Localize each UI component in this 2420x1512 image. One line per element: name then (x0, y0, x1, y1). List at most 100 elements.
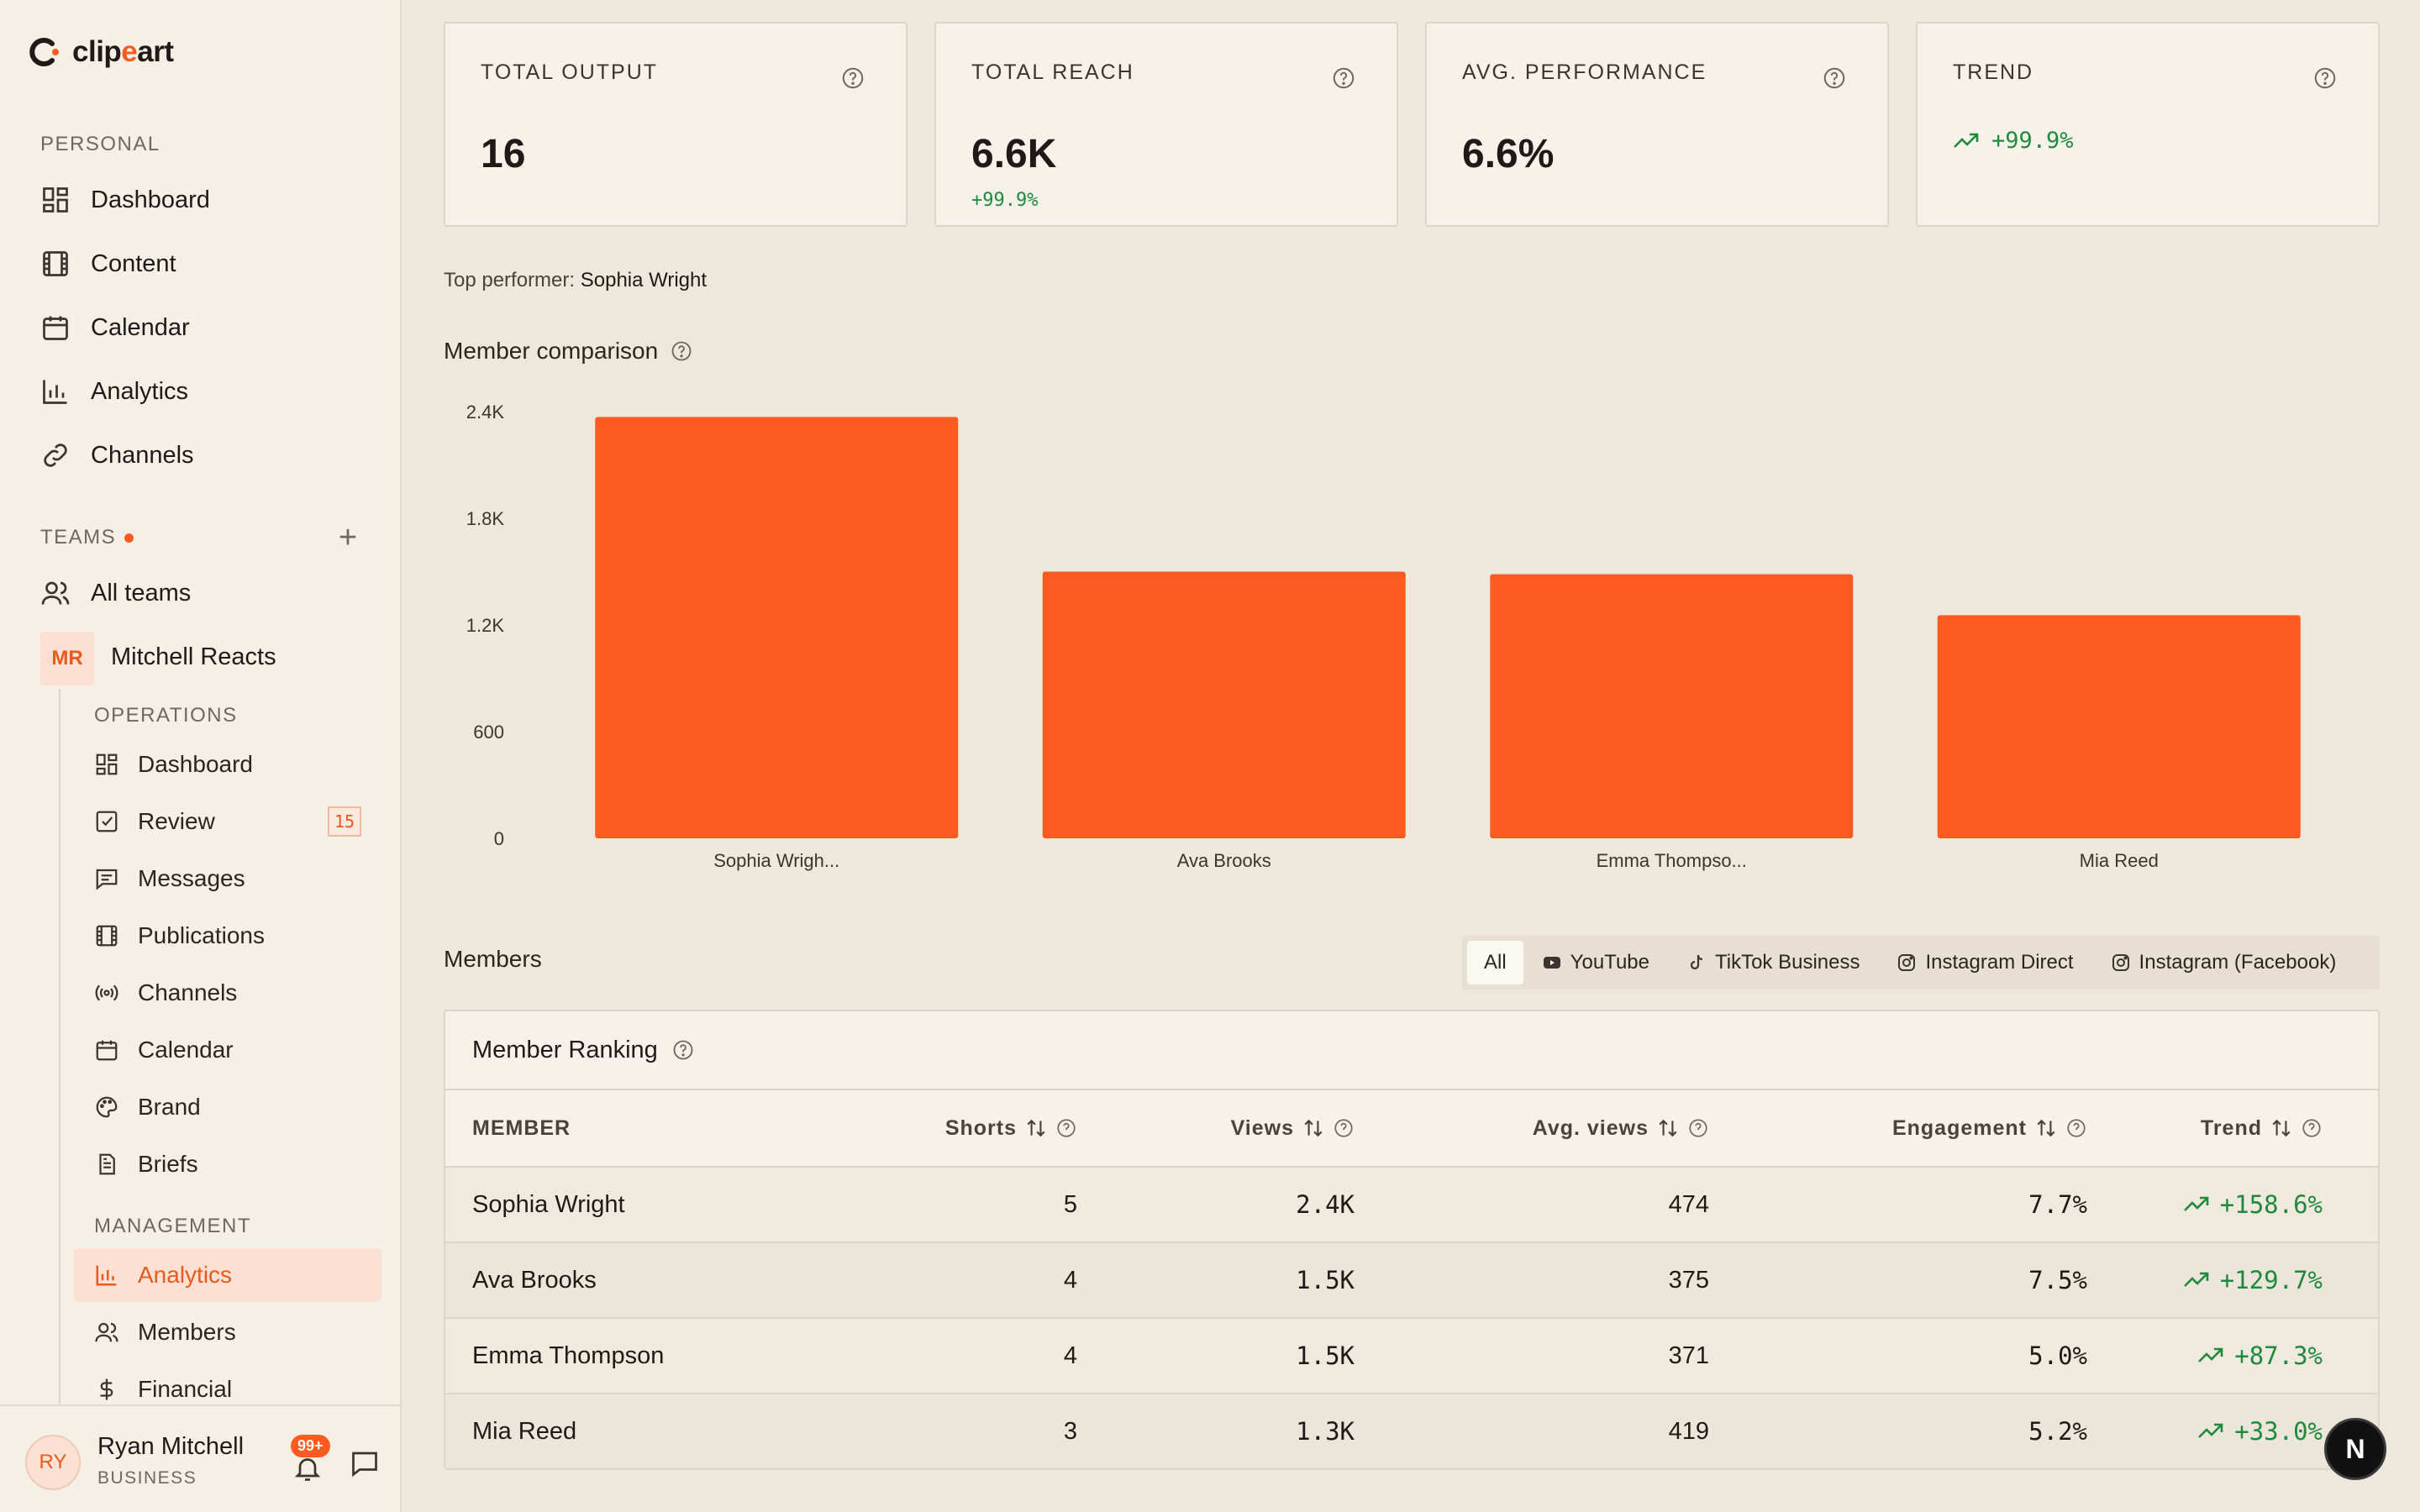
broadcast-icon (95, 984, 118, 1001)
user-plan: BUSINESS (97, 1468, 197, 1488)
filter-tiktok-business[interactable]: TikTok Business (1668, 941, 1879, 984)
help-icon[interactable] (1687, 1117, 1709, 1139)
x-tick-label: Mia Reed (2080, 850, 2159, 871)
cell-member: Mia Reed (472, 1417, 577, 1445)
cell-trend: +129.7% (2087, 1266, 2356, 1295)
personal-section-label: PERSONAL (40, 133, 160, 155)
ops-review-label: Review (138, 808, 215, 834)
filter-youtube[interactable]: YouTube (1523, 941, 1668, 984)
table-row[interactable]: Ava Brooks 4 1.5K 375 7.5% +129.7% (445, 1243, 2378, 1319)
floating-action-button[interactable]: N (2324, 1418, 2386, 1480)
cell-engagement: 7.5% (2028, 1266, 2087, 1294)
cell-trend: +87.3% (2087, 1341, 2356, 1371)
cell-engagement: 5.2% (2028, 1417, 2087, 1446)
col-engagement[interactable]: Engagement (1709, 1116, 2087, 1141)
bell-icon[interactable] (292, 1453, 323, 1483)
ops-brand-label: Brand (138, 1094, 201, 1120)
col-member[interactable]: MEMBER (472, 1116, 571, 1140)
col-shorts[interactable]: Shorts (882, 1116, 1077, 1141)
ops-dashboard[interactable]: Dashboard (94, 743, 253, 786)
ops-briefs-label: Briefs (138, 1151, 198, 1177)
mgmt-financial-label: Financial (138, 1376, 233, 1402)
sort-icon (2272, 1119, 2291, 1137)
users-icon (95, 1322, 118, 1342)
user-name[interactable]: Ryan Mitchell (97, 1433, 245, 1460)
top-performer: Top performer: Sophia Wright (444, 269, 708, 291)
help-icon[interactable] (2065, 1117, 2087, 1139)
member-comparison-title: Member comparison (444, 338, 693, 365)
nav-all-teams[interactable]: All teams (40, 571, 191, 615)
trend-up-icon (2198, 1347, 2223, 1362)
filter-all[interactable]: All (1467, 941, 1523, 984)
nav-content[interactable]: Content (40, 242, 176, 286)
table-row[interactable]: Mia Reed 3 1.3K 419 5.2% +33.0% (445, 1394, 2378, 1468)
help-icon[interactable] (1331, 66, 1356, 91)
palette-icon (96, 1096, 118, 1118)
cell-member: Sophia Wright (472, 1190, 625, 1218)
stat-title: TREND (1953, 60, 2034, 84)
col-views[interactable]: Views (1077, 1116, 1355, 1141)
ops-review[interactable]: Review (94, 800, 215, 843)
ops-publications-label: Publications (138, 922, 265, 948)
help-icon[interactable] (2301, 1117, 2323, 1139)
bar[interactable] (1042, 571, 1406, 839)
team-mitchell-reacts[interactable]: Mitchell Reacts (111, 635, 276, 679)
bar[interactable] (595, 417, 959, 838)
stat-value: 16 (481, 132, 526, 176)
nav-dashboard[interactable]: Dashboard (40, 178, 210, 222)
mgmt-members[interactable]: Members (94, 1310, 236, 1354)
help-icon[interactable] (1822, 66, 1847, 91)
col-trend[interactable]: Trend (2087, 1116, 2356, 1141)
nav-calendar-label: Calendar (91, 313, 190, 341)
user-footer: RY Ryan Mitchell BUSINESS 99+ (0, 1404, 400, 1512)
dollar-icon (100, 1378, 113, 1400)
stat-card-total-output: TOTAL OUTPUT 16 (444, 22, 908, 227)
ops-briefs[interactable]: Briefs (94, 1142, 198, 1186)
logo[interactable]: clipeart (27, 34, 174, 71)
y-tick-label: 1.8K (466, 508, 505, 529)
col-avg-views[interactable]: Avg. views (1355, 1116, 1709, 1141)
film-icon (43, 251, 68, 276)
x-tick-label: Emma Thompso... (1597, 850, 1747, 871)
stat-card-total-reach: TOTAL REACH 6.6K +99.9% (934, 22, 1398, 227)
youtube-icon (1543, 957, 1560, 969)
user-avatar[interactable]: RY (25, 1435, 81, 1490)
cell-avg-views: 371 (1668, 1341, 1709, 1369)
nav-analytics[interactable]: Analytics (40, 370, 188, 413)
stat-title: TOTAL OUTPUT (481, 60, 659, 84)
table-row[interactable]: Emma Thompson 4 1.5K 371 5.0% +87.3% (445, 1319, 2378, 1394)
trend-up-icon (1954, 133, 1979, 148)
trend-up-icon (2183, 1272, 2209, 1287)
instagram-icon (2112, 954, 2129, 971)
y-tick-label: 600 (473, 722, 504, 743)
y-tick-label: 2.4K (466, 402, 505, 423)
filter-instagram-facebook[interactable]: Instagram (Facebook) (2092, 941, 2355, 984)
trend-up-icon (2183, 1196, 2209, 1211)
ops-publications[interactable]: Publications (94, 914, 265, 958)
help-icon[interactable] (2312, 66, 2338, 91)
bar[interactable] (1937, 615, 2301, 838)
ops-calendar[interactable]: Calendar (94, 1028, 234, 1072)
help-icon[interactable] (1333, 1117, 1355, 1139)
ops-channels[interactable]: Channels (94, 971, 237, 1015)
mgmt-analytics[interactable]: Analytics (74, 1248, 381, 1302)
help-icon[interactable] (840, 66, 865, 91)
sidebar: clipeart PERSONAL Dashboard Content Cale… (0, 0, 402, 1512)
help-icon[interactable] (1055, 1117, 1077, 1139)
table-header-row: MEMBER Shorts Views Avg. views Engagemen… (445, 1090, 2378, 1168)
bar[interactable] (1490, 574, 1854, 838)
nav-calendar[interactable]: Calendar (40, 306, 190, 349)
top-performer-name: Sophia Wright (580, 269, 708, 291)
mgmt-financial[interactable]: Financial (94, 1368, 232, 1411)
help-icon[interactable] (671, 1038, 695, 1062)
chat-icon[interactable] (350, 1448, 380, 1478)
help-icon[interactable] (670, 339, 693, 363)
nav-channels[interactable]: Channels (40, 433, 194, 477)
ops-messages[interactable]: Messages (94, 857, 245, 900)
ops-brand[interactable]: Brand (94, 1085, 201, 1129)
member-ranking-table: Member Ranking MEMBER Shorts Views Avg. … (444, 1010, 2380, 1470)
add-team-button[interactable]: + (338, 520, 358, 555)
filter-instagram-direct[interactable]: Instagram Direct (1878, 941, 2091, 984)
ops-channels-label: Channels (138, 979, 238, 1005)
table-row[interactable]: Sophia Wright 5 2.4K 474 7.7% +158.6% (445, 1168, 2378, 1243)
